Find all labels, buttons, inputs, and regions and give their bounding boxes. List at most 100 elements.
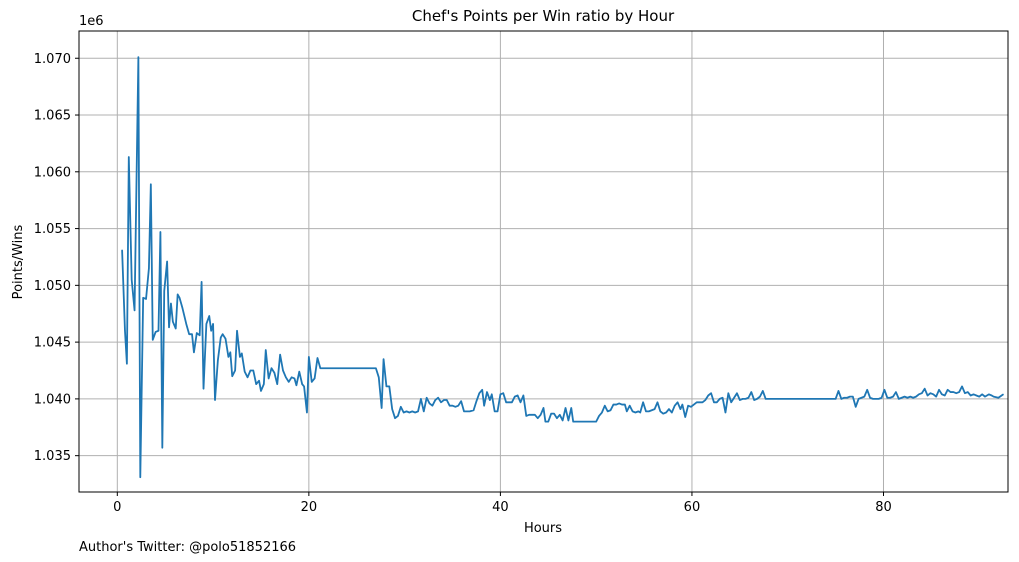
data-point (483, 405, 485, 407)
data-point (252, 369, 254, 372)
data-point (654, 408, 656, 410)
data-point (634, 411, 637, 414)
data-point (196, 332, 198, 334)
data-point (598, 415, 600, 417)
data-point (537, 417, 539, 419)
data-point (639, 411, 641, 414)
data-point (722, 397, 724, 399)
data-point (319, 367, 321, 369)
data-point (202, 388, 205, 390)
data-point (875, 398, 877, 400)
y-tick-label: 1.040 (34, 392, 71, 407)
data-point (265, 349, 267, 351)
plot-frame (78, 30, 1009, 493)
data-point (687, 405, 689, 407)
data-point (840, 398, 842, 400)
data-point (929, 392, 932, 394)
data-point (693, 403, 695, 406)
data-point (947, 389, 949, 391)
data-point (128, 156, 130, 158)
data-point (852, 396, 854, 398)
data-point (855, 406, 857, 408)
data-point (279, 354, 281, 356)
data-point (618, 402, 620, 405)
data-point (964, 392, 966, 394)
data-point (236, 330, 238, 332)
data-point (155, 331, 157, 333)
data-point (975, 394, 977, 397)
data-point (883, 389, 886, 391)
data-point (457, 405, 459, 407)
data-point (991, 394, 993, 397)
data-point (915, 396, 917, 398)
data-point (491, 393, 493, 395)
data-point (227, 356, 230, 358)
data-point (730, 401, 732, 403)
data-point (681, 403, 683, 406)
data-point (234, 369, 236, 372)
data-point (909, 396, 911, 398)
y-tick-label: 1.055 (34, 222, 71, 237)
data-point (765, 398, 767, 400)
data-point (932, 393, 934, 395)
data-point (724, 411, 727, 414)
data-point (293, 377, 296, 380)
data-point (713, 401, 715, 403)
data-point (231, 375, 233, 377)
data-point (388, 385, 390, 387)
data-point (217, 359, 219, 361)
data-point (624, 403, 626, 406)
data-point (400, 406, 402, 408)
data-point (397, 415, 399, 417)
data-point (157, 330, 160, 332)
data-point (311, 381, 313, 383)
data-point (570, 407, 572, 409)
series-layer (121, 56, 1004, 479)
data-point (212, 323, 214, 325)
data-point (246, 376, 249, 378)
data-point (645, 410, 647, 412)
data-point (869, 397, 871, 399)
data-point (671, 411, 673, 414)
data-point (163, 290, 165, 292)
data-point (391, 408, 393, 410)
data-point (514, 396, 516, 398)
data-point (955, 392, 957, 394)
data-point (517, 394, 519, 397)
data-point (260, 390, 262, 392)
data-point (612, 403, 615, 406)
y-axis: 1.035 1.040 1.045 1.050 1.055 1.060 1.065 1.070 (34, 52, 79, 464)
data-point (511, 401, 513, 403)
data-point (993, 396, 995, 398)
data-point (684, 416, 686, 418)
data-point (961, 385, 963, 387)
data-point (621, 403, 623, 406)
data-point (185, 323, 187, 325)
y-tick-label: 1.060 (34, 165, 71, 180)
data-point (224, 338, 227, 340)
data-point (607, 410, 609, 412)
data-point (205, 323, 207, 325)
data-point (970, 394, 972, 397)
y-tick-label: 1.065 (34, 109, 71, 124)
data-point (837, 390, 840, 392)
data-point (443, 399, 445, 401)
data-point (449, 405, 451, 407)
data-point (276, 383, 278, 385)
data-point (572, 421, 574, 423)
data-point (750, 391, 752, 393)
data-point (428, 402, 431, 405)
data-point (454, 406, 456, 408)
data-point (282, 369, 284, 372)
x-tick-label: 60 (684, 500, 701, 515)
data-point (835, 398, 837, 400)
data-point (494, 410, 496, 412)
data-point (988, 393, 990, 395)
data-point (880, 397, 883, 399)
data-point (756, 398, 758, 400)
data-point (159, 231, 162, 233)
data-point (505, 401, 507, 403)
data-point (229, 351, 231, 353)
data-point (604, 405, 606, 407)
data-point (544, 421, 547, 423)
